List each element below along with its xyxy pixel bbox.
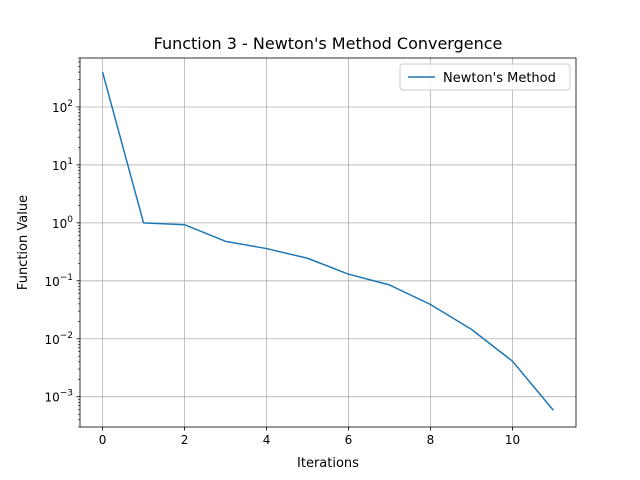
y-tick-base: 10 <box>44 333 59 347</box>
y-tick-exponent: −1 <box>60 273 73 283</box>
y-tick-label: 101 <box>52 157 73 173</box>
y-tick-base: 10 <box>44 391 59 405</box>
x-axis: 0 2 4 6 8 10 <box>99 427 520 447</box>
y-tick-base: 10 <box>52 159 67 173</box>
x-tick-label: 4 <box>263 433 271 447</box>
y-tick-label: 100 <box>52 215 73 231</box>
legend-label: Newton's Method <box>443 71 556 86</box>
series-line <box>101 71 555 411</box>
y-tick-label: 10−3 <box>44 389 73 405</box>
y-tick-base: 10 <box>52 217 67 231</box>
y-axis-label: Function Value <box>16 195 31 290</box>
x-tick-label: 6 <box>345 433 353 447</box>
legend: Newton's Method <box>399 63 571 91</box>
y-tick-exponent: 2 <box>67 99 73 109</box>
y-tick-label: 10−1 <box>44 273 73 289</box>
x-tick-label: 0 <box>99 433 107 447</box>
x-axis-label: Iterations <box>297 456 359 471</box>
y-tick-exponent: 1 <box>67 157 73 167</box>
y-tick-exponent: −3 <box>60 389 73 399</box>
series-layer <box>101 71 555 411</box>
x-tick-label: 10 <box>505 433 520 447</box>
x-tick-label: 8 <box>427 433 435 447</box>
y-tick-exponent: −2 <box>60 331 73 341</box>
y-tick-exponent: 0 <box>67 215 73 225</box>
y-tick-label: 102 <box>52 99 73 115</box>
y-tick-base: 10 <box>52 101 67 115</box>
grid <box>80 58 576 427</box>
chart-title: Function 3 - Newton's Method Convergence <box>154 34 503 53</box>
plot-frame <box>79 57 577 428</box>
y-tick-base: 10 <box>44 275 59 289</box>
legend-box <box>399 63 571 91</box>
y-tick-label: 10−2 <box>44 331 73 347</box>
x-tick-label: 2 <box>181 433 189 447</box>
